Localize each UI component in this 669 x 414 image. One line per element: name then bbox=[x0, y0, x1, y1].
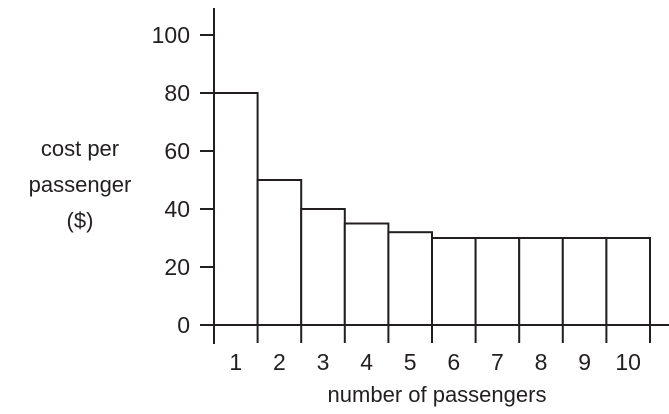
y-axis-title-line-2: passenger bbox=[29, 172, 132, 197]
x-tick-label-4: 4 bbox=[360, 349, 373, 375]
bar-4 bbox=[343, 222, 390, 326]
x-tick-label-7: 7 bbox=[491, 349, 504, 375]
bar-5 bbox=[387, 231, 433, 326]
bar-7 bbox=[474, 237, 521, 326]
bar-9 bbox=[561, 237, 608, 326]
x-tick-label-6: 6 bbox=[447, 349, 460, 375]
x-axis-title: number of passengers bbox=[328, 382, 547, 407]
y-tick-label-60: 60 bbox=[164, 138, 190, 164]
y-tick-label-0: 0 bbox=[177, 312, 190, 338]
x-tick-label-3: 3 bbox=[317, 349, 330, 375]
x-ticks-group: 1 2 3 4 5 6 7 8 9 10 bbox=[213, 325, 651, 375]
bar-6 bbox=[431, 237, 477, 326]
x-tick-label-2: 2 bbox=[273, 349, 286, 375]
x-tick-label-1: 1 bbox=[229, 349, 242, 375]
x-tick-label-10: 10 bbox=[615, 349, 641, 375]
bars-group bbox=[213, 92, 652, 326]
bar-2 bbox=[256, 179, 303, 326]
y-tick-label-20: 20 bbox=[164, 254, 190, 280]
y-tick-label-100: 100 bbox=[152, 22, 190, 48]
bar-8 bbox=[518, 237, 564, 326]
x-tick-label-9: 9 bbox=[578, 349, 591, 375]
x-tick-label-5: 5 bbox=[404, 349, 417, 375]
y-axis-title-line-3: ($) bbox=[67, 208, 94, 233]
y-tick-label-80: 80 bbox=[164, 80, 190, 106]
y-tick-label-40: 40 bbox=[164, 196, 190, 222]
y-ticks-group: 0 20 40 60 80 100 bbox=[152, 22, 214, 338]
bar-10 bbox=[605, 237, 652, 326]
x-tick-label-8: 8 bbox=[535, 349, 548, 375]
bar-3 bbox=[300, 208, 346, 326]
y-axis-title-line-1: cost per bbox=[41, 136, 119, 161]
bar-1 bbox=[213, 92, 259, 326]
